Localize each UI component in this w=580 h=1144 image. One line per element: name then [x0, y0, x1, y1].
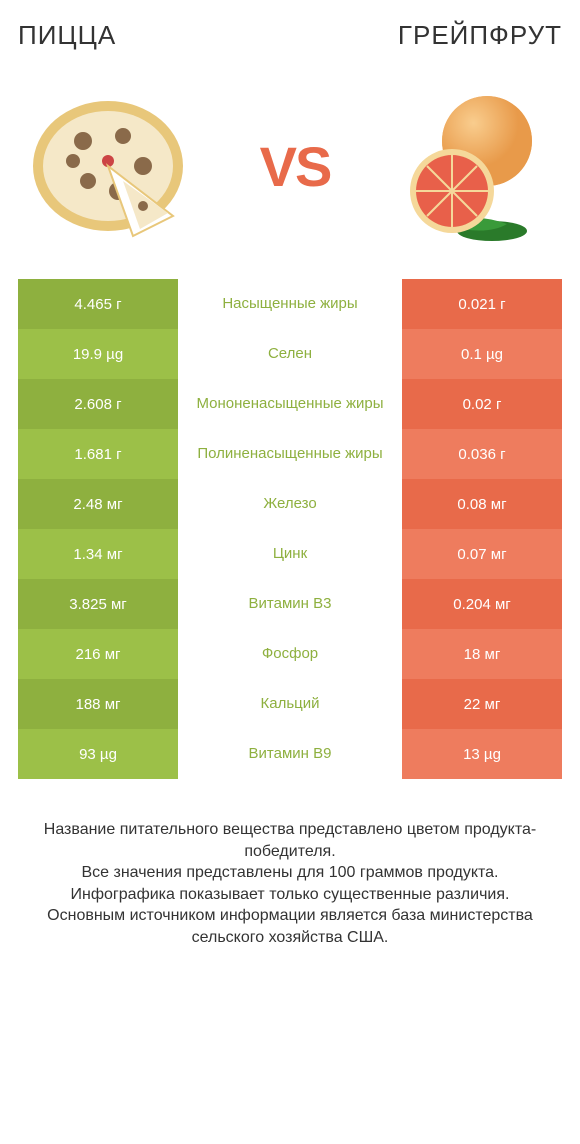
table-row: 93 µgВитамин B913 µg [18, 729, 562, 779]
grapefruit-icon [392, 86, 552, 246]
value-left: 188 мг [18, 679, 178, 729]
nutrient-label: Полиненасыщенные жиры [178, 429, 402, 479]
value-left: 19.9 µg [18, 329, 178, 379]
table-row: 1.681 гПолиненасыщенные жиры0.036 г [18, 429, 562, 479]
table-row: 216 мгФосфор18 мг [18, 629, 562, 679]
value-left: 1.681 г [18, 429, 178, 479]
nutrient-label: Железо [178, 479, 402, 529]
value-left: 2.48 мг [18, 479, 178, 529]
value-right: 0.07 мг [402, 529, 562, 579]
title-right: ГРЕЙПФРУТ [398, 20, 562, 51]
value-right: 0.036 г [402, 429, 562, 479]
nutrient-label: Витамин B3 [178, 579, 402, 629]
pizza-icon [28, 81, 198, 251]
table-row: 1.34 мгЦинк0.07 мг [18, 529, 562, 579]
value-left: 1.34 мг [18, 529, 178, 579]
grapefruit-image [392, 86, 552, 246]
vs-row: VS [18, 81, 562, 251]
nutrient-label: Селен [178, 329, 402, 379]
table-row: 3.825 мгВитамин B30.204 мг [18, 579, 562, 629]
value-right: 0.08 мг [402, 479, 562, 529]
infographic-container: ПИЦЦА ГРЕЙПФРУТ VS [0, 0, 580, 969]
table-row: 2.608 гМононенасыщенные жиры0.02 г [18, 379, 562, 429]
vs-label: VS [260, 134, 331, 199]
table-row: 19.9 µgСелен0.1 µg [18, 329, 562, 379]
pizza-image [28, 81, 198, 251]
value-right: 0.02 г [402, 379, 562, 429]
title-left: ПИЦЦА [18, 20, 116, 51]
nutrient-label: Цинк [178, 529, 402, 579]
value-right: 0.021 г [402, 279, 562, 329]
value-right: 13 µg [402, 729, 562, 779]
nutrient-label: Витамин B9 [178, 729, 402, 779]
title-row: ПИЦЦА ГРЕЙПФРУТ [18, 20, 562, 51]
nutrient-label: Кальций [178, 679, 402, 729]
table-row: 4.465 гНасыщенные жиры0.021 г [18, 279, 562, 329]
nutrient-label: Фосфор [178, 629, 402, 679]
value-left: 4.465 г [18, 279, 178, 329]
comparison-table: 4.465 гНасыщенные жиры0.021 г19.9 µgСеле… [18, 279, 562, 779]
value-left: 93 µg [18, 729, 178, 779]
footer-note: Название питательного вещества представл… [18, 819, 562, 949]
value-right: 0.1 µg [402, 329, 562, 379]
value-left: 2.608 г [18, 379, 178, 429]
value-right: 22 мг [402, 679, 562, 729]
table-row: 188 мгКальций22 мг [18, 679, 562, 729]
value-right: 18 мг [402, 629, 562, 679]
value-left: 216 мг [18, 629, 178, 679]
value-right: 0.204 мг [402, 579, 562, 629]
table-row: 2.48 мгЖелезо0.08 мг [18, 479, 562, 529]
nutrient-label: Насыщенные жиры [178, 279, 402, 329]
value-left: 3.825 мг [18, 579, 178, 629]
nutrient-label: Мононенасыщенные жиры [178, 379, 402, 429]
